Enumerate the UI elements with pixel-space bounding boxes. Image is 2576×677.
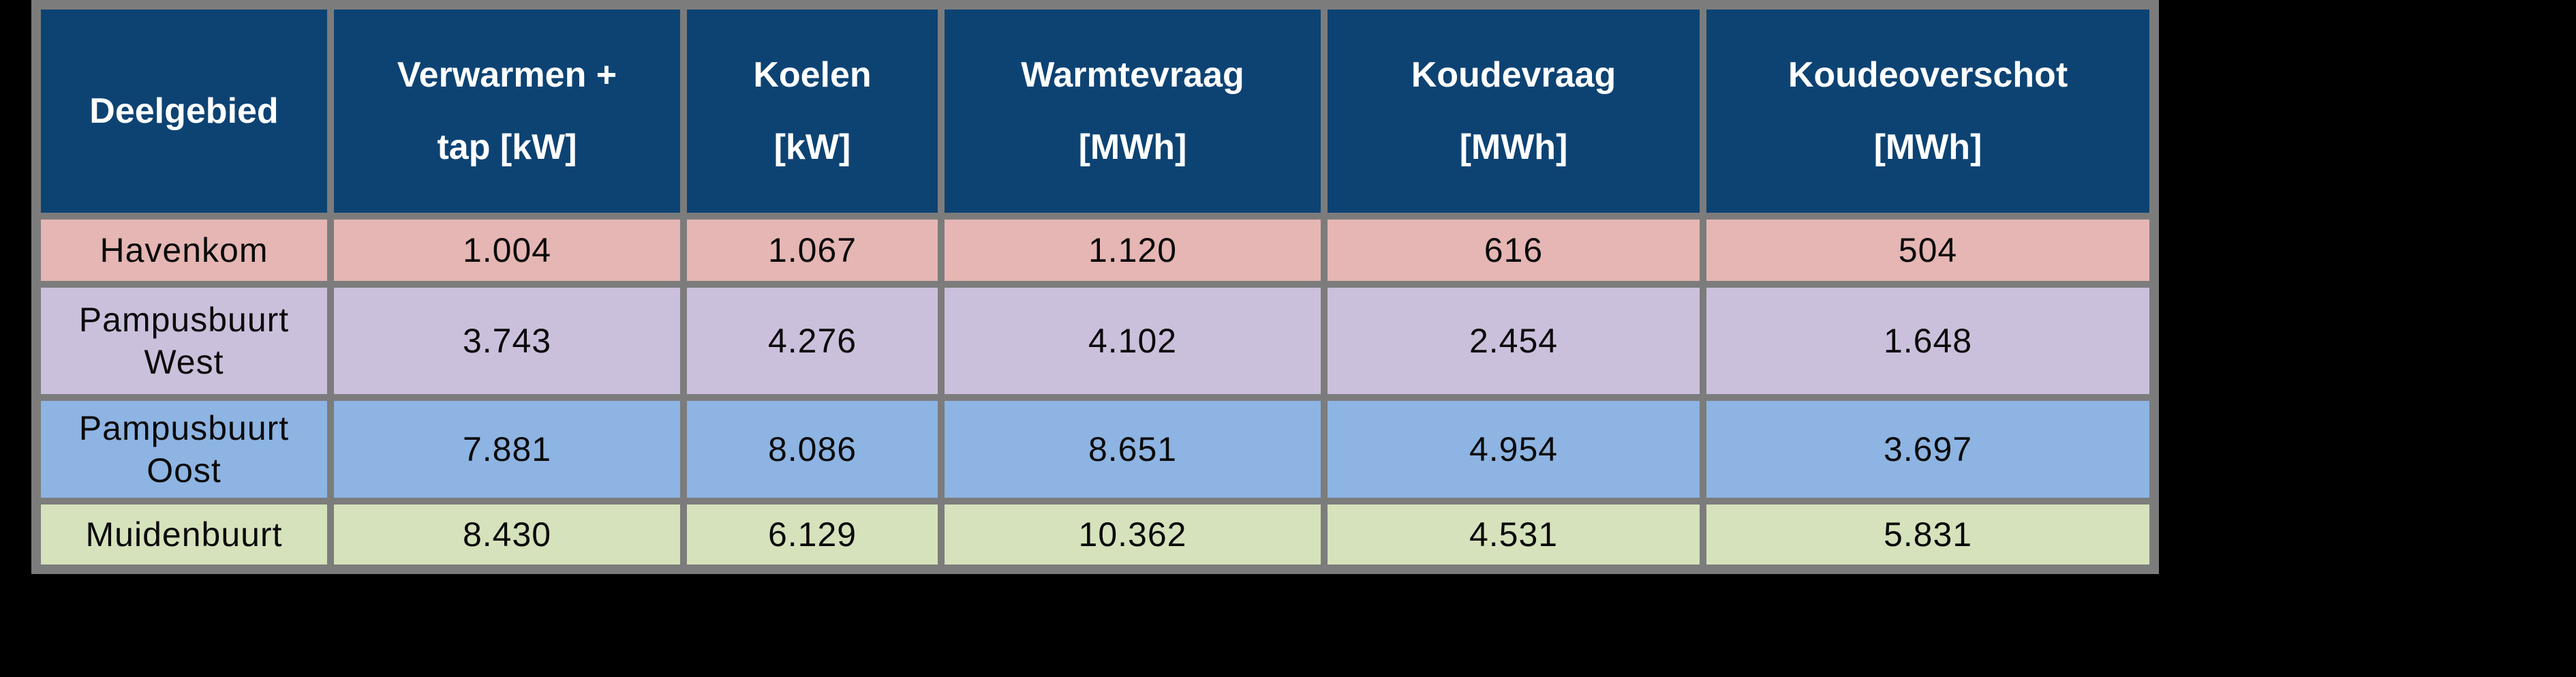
cell-koudevraag: 4.531 xyxy=(1321,498,1706,573)
cell-warmtevraag: 8.651 xyxy=(938,394,1328,505)
cell-verwarmen-tap: 3.743 xyxy=(327,281,687,401)
cell-warmtevraag: 4.102 xyxy=(938,281,1328,401)
cell-koudeoverschot: 1.648 xyxy=(1700,281,2158,401)
header-line: [MWh] xyxy=(1873,127,1982,167)
cell-verwarmen-tap: 7.881 xyxy=(327,394,687,505)
energy-demand-table-wrap: Deelgebied Verwarmen + tap [kW] Koelen [kW… xyxy=(31,0,2159,574)
cell-koelen: 4.276 xyxy=(680,281,945,401)
energy-demand-table: Deelgebied Verwarmen + tap [kW] Koelen [kW… xyxy=(31,0,2159,574)
header-line: Warmtevraag xyxy=(1021,55,1244,95)
header-row: Deelgebied Verwarmen + tap [kW] Koelen [kW… xyxy=(33,1,2158,220)
header-line: Deelgebied xyxy=(89,91,279,131)
cell-koudevraag: 4.954 xyxy=(1321,394,1706,505)
cell-koudeoverschot: 3.697 xyxy=(1700,394,2158,505)
cell-koudevraag: 616 xyxy=(1321,213,1706,288)
table-row-muidenbuurt: Muidenbuurt 8.430 6.129 10.362 4.531 5.8… xyxy=(33,498,2158,573)
cell-koelen: 8.086 xyxy=(680,394,945,505)
column-header-deelgebied: Deelgebied xyxy=(33,1,334,220)
cell-koudevraag: 2.454 xyxy=(1321,281,1706,401)
header-line: tap [kW] xyxy=(437,127,577,167)
column-header-koelen: Koelen [kW] xyxy=(680,1,945,220)
header-line: [kW] xyxy=(773,127,851,167)
table-row-havenkom: Havenkom 1.004 1.067 1.120 616 504 xyxy=(33,213,2158,288)
row-label: Muidenbuurt xyxy=(33,498,334,573)
header-line: Verwarmen + xyxy=(397,55,617,95)
column-header-warmtevraag: Warmtevraag [MWh] xyxy=(938,1,1328,220)
column-header-koudevraag: Koudevraag [MWh] xyxy=(1321,1,1706,220)
cell-warmtevraag: 10.362 xyxy=(938,498,1328,573)
table-row-pampusbuurt-oost: Pampusbuurt Oost 7.881 8.086 8.651 4.954… xyxy=(33,394,2158,505)
column-header-verwarmen-tap: Verwarmen + tap [kW] xyxy=(327,1,687,220)
cell-verwarmen-tap: 8.430 xyxy=(327,498,687,573)
header-line: [MWh] xyxy=(1459,127,1568,167)
header-line: Koelen xyxy=(753,55,872,95)
header-line: Koudeoverschot xyxy=(1788,55,2068,95)
column-header-koudeoverschot: Koudeoverschot [MWh] xyxy=(1700,1,2158,220)
cell-koelen: 6.129 xyxy=(680,498,945,573)
row-label: Pampusbuurt West xyxy=(33,281,334,401)
header-line: [MWh] xyxy=(1078,127,1187,167)
cell-warmtevraag: 1.120 xyxy=(938,213,1328,288)
cell-koudeoverschot: 504 xyxy=(1700,213,2158,288)
cell-verwarmen-tap: 1.004 xyxy=(327,213,687,288)
header-line: Koudevraag xyxy=(1411,55,1616,95)
table-row-pampusbuurt-west: Pampusbuurt West 3.743 4.276 4.102 2.454… xyxy=(33,281,2158,401)
cell-koelen: 1.067 xyxy=(680,213,945,288)
cell-koudeoverschot: 5.831 xyxy=(1700,498,2158,573)
row-label: Pampusbuurt Oost xyxy=(33,394,334,505)
row-label: Havenkom xyxy=(33,213,334,288)
